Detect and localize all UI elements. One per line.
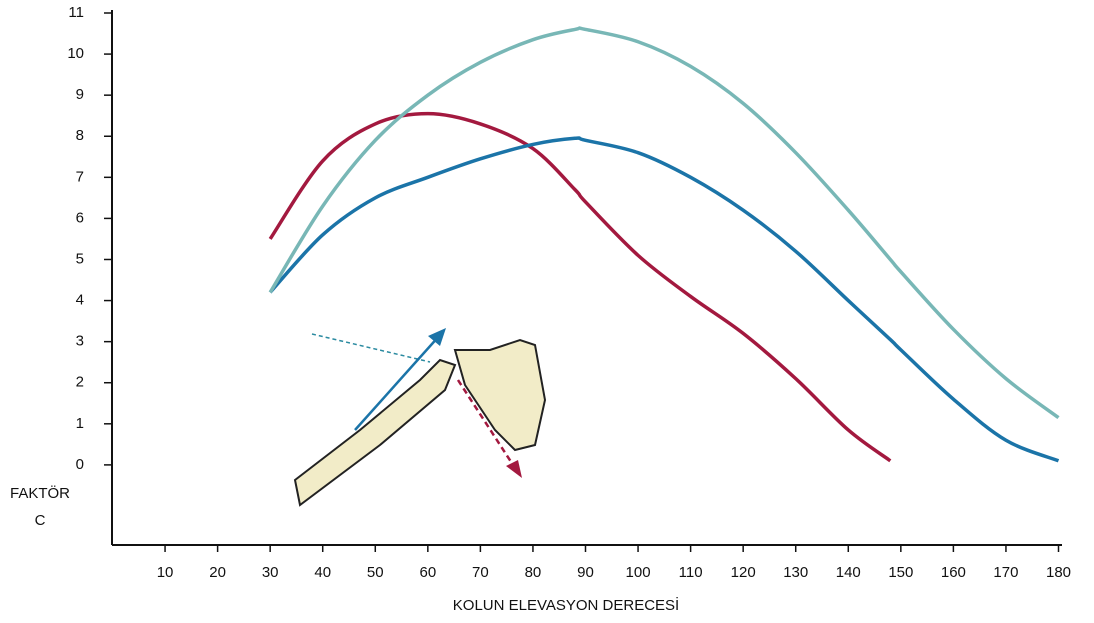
x-tick-label: 20 (209, 564, 226, 581)
x-tick-label: 160 (941, 564, 966, 581)
y-tick-label: 2 (76, 374, 84, 391)
x-tick-label: 100 (626, 564, 651, 581)
x-tick-label: 180 (1046, 564, 1071, 581)
x-tick-label: 10 (157, 564, 174, 581)
y-tick-label: 10 (67, 45, 84, 62)
y-tick-label: 8 (76, 127, 84, 144)
arrow (354, 334, 441, 431)
series-line (268, 136, 1060, 463)
x-tick-label: 40 (314, 564, 331, 581)
x-tick-label: 90 (577, 564, 594, 581)
y-tick-label: 4 (76, 292, 84, 309)
x-tick-label: 60 (419, 564, 436, 581)
y-tick-label: 7 (76, 168, 84, 185)
y-axis-label: FAKTÖR (10, 484, 70, 502)
y-tick-label: 11 (68, 4, 84, 21)
x-tick-label: 140 (836, 564, 861, 581)
arrow-head (428, 328, 446, 346)
y-tick-label: 9 (76, 86, 84, 103)
y-tick-label: 5 (76, 250, 84, 267)
x-tick-label: 120 (731, 564, 756, 581)
y-tick-label: 0 (76, 456, 84, 473)
x-tick-label: 30 (262, 564, 279, 581)
series-line (268, 26, 1060, 420)
series-line (268, 111, 892, 463)
y-tick-label: 6 (76, 209, 84, 226)
x-tick-label: 150 (888, 564, 913, 581)
y-tick-label: 1 (76, 415, 84, 432)
arrow-head (506, 460, 522, 478)
scapula (453, 338, 547, 452)
x-tick-label: 110 (679, 564, 703, 581)
y-tick-label: 3 (76, 333, 84, 350)
x-tick-label: 170 (993, 564, 1018, 581)
arrow (311, 333, 431, 363)
x-tick-label: 130 (783, 564, 808, 581)
arrow (456, 379, 517, 469)
x-axis-label: KOLUN ELEVASYON DERECESİ (453, 596, 679, 614)
x-tick-label: 50 (367, 564, 384, 581)
x-tick-label: 70 (472, 564, 489, 581)
illustration (293, 328, 547, 507)
humerus (293, 358, 457, 507)
y-axis-label: C (35, 512, 46, 529)
x-tick-label: 80 (525, 564, 542, 581)
